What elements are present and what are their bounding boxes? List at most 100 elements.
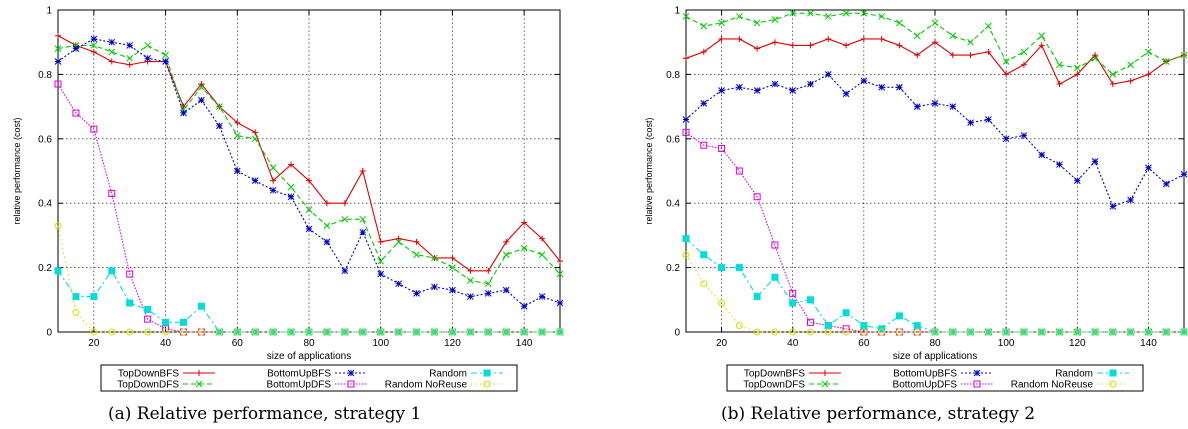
data-point	[377, 328, 385, 336]
data-point	[700, 100, 708, 107]
data-point	[431, 328, 438, 336]
y-axis-label: relative performance (cost)	[644, 117, 654, 224]
data-point	[824, 328, 832, 336]
legend-entry-RandomNoReuse: Random NoReuse	[385, 380, 503, 391]
data-point	[198, 96, 205, 104]
data-point	[502, 286, 510, 294]
data-point	[449, 264, 456, 271]
data-point	[824, 322, 832, 330]
y-tick-label: 0.8	[38, 70, 52, 81]
data-point	[949, 103, 957, 110]
legend: TopDownBFS BottomUpBFS Random TopDownDFS Bot…	[100, 364, 518, 392]
data-point	[985, 22, 992, 30]
data-point	[878, 83, 885, 91]
chart-panel-a: 20 40 60 80 100 120 140 0 0.2 0.4 0.6 0.8 1 size of …	[12, 6, 564, 424]
data-point	[215, 328, 223, 336]
data-point	[842, 90, 850, 98]
data-point	[72, 293, 80, 301]
x-tick-label: 140	[1140, 338, 1157, 349]
data-point	[126, 42, 134, 49]
legend-swatch-marker	[483, 369, 491, 377]
data-point	[896, 42, 903, 49]
data-point	[413, 328, 421, 336]
data-point	[484, 290, 492, 297]
y-tick-label: 1	[674, 6, 680, 17]
data-point	[126, 54, 134, 62]
legend-label: Random	[1055, 369, 1093, 380]
series-RandomNoReuse	[682, 251, 1188, 336]
data-point	[234, 119, 241, 126]
data-point	[913, 103, 921, 110]
data-point	[108, 328, 116, 336]
data-point	[251, 177, 259, 185]
data-point	[287, 183, 295, 191]
y-axis-label: relative performance (cost)	[12, 117, 22, 224]
legend-entry-Random: Random	[429, 369, 503, 380]
x-tick-label: 120	[444, 338, 461, 349]
series-line	[685, 131, 1184, 333]
legend-entry-BottomUpBFS: BottomUpBFS	[267, 369, 367, 380]
legend-label: TopDownBFS	[118, 369, 179, 380]
data-point	[1056, 61, 1063, 69]
x-tick-label: 20	[88, 338, 100, 349]
data-point	[538, 293, 546, 300]
data-point	[718, 87, 725, 94]
data-point	[1162, 180, 1170, 188]
data-point	[949, 52, 956, 59]
data-point	[1038, 151, 1046, 159]
data-point	[1127, 328, 1135, 336]
data-point	[1127, 61, 1134, 69]
data-point	[144, 42, 151, 49]
data-point	[377, 257, 385, 265]
axis-ticks: 20 40 60 80 100 120 140 0 0.2 0.4 0.6 0.8 1	[38, 6, 560, 349]
data-point	[502, 251, 510, 259]
data-point	[1127, 196, 1134, 204]
data-point	[90, 35, 98, 43]
data-point	[1056, 328, 1063, 336]
legend-label: Random NoReuse	[1011, 380, 1094, 391]
data-point	[1091, 328, 1099, 336]
data-point	[503, 238, 510, 245]
data-point	[90, 42, 98, 49]
x-axis-label: size of applications	[893, 351, 978, 362]
data-point	[502, 328, 510, 336]
data-point	[860, 322, 868, 330]
data-point	[1073, 177, 1081, 185]
data-point	[860, 35, 867, 42]
data-point	[251, 328, 259, 336]
data-point	[323, 328, 331, 336]
data-point	[718, 19, 725, 27]
data-point	[305, 225, 313, 233]
chart-caption: (a) Relative performance, strategy 1	[108, 404, 421, 424]
data-point	[270, 177, 277, 184]
data-point	[789, 42, 796, 49]
data-point	[949, 328, 957, 336]
data-point	[54, 267, 62, 275]
legend-entry-RandomNoReuse: Random NoReuse	[1011, 380, 1129, 391]
data-point	[520, 328, 528, 336]
data-point	[54, 222, 62, 230]
data-point	[1162, 58, 1170, 65]
legend-entry-TopDownBFS: TopDownBFS	[118, 369, 215, 380]
legend-swatch-marker	[973, 380, 981, 388]
legend-swatch-marker	[1109, 380, 1117, 388]
data-point	[878, 328, 886, 336]
data-point	[377, 238, 384, 245]
legend-box	[726, 364, 1144, 392]
data-point	[842, 309, 850, 317]
data-point	[807, 42, 814, 49]
y-tick-label: 0.6	[666, 134, 680, 145]
data-point	[538, 328, 546, 336]
data-point	[1056, 161, 1063, 168]
legend-swatch-marker	[1109, 369, 1117, 377]
data-point	[718, 35, 725, 42]
data-point	[718, 264, 726, 272]
data-point	[144, 315, 152, 323]
legend-label: Random	[429, 369, 467, 380]
data-point	[1038, 32, 1046, 40]
data-point	[520, 244, 528, 252]
data-point	[126, 270, 134, 278]
x-tick-label: 100	[998, 338, 1015, 349]
data-point	[197, 302, 205, 310]
series-BottomUpBFS	[682, 71, 1188, 210]
